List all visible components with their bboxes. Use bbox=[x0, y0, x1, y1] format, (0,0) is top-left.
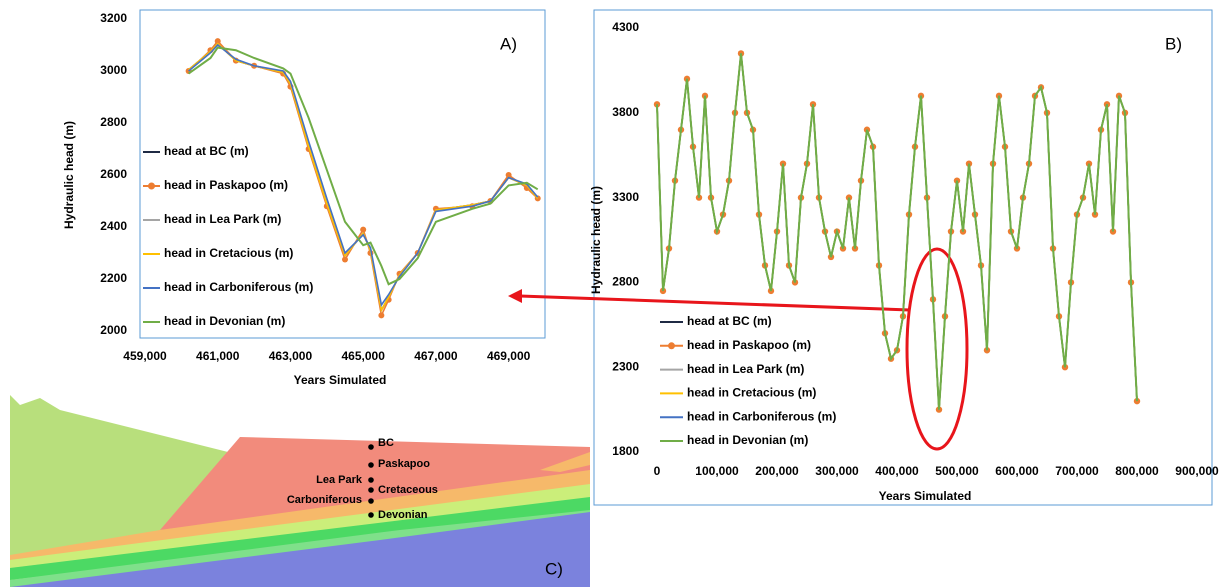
x-axis-title: Years Simulated bbox=[879, 489, 972, 503]
well-dot bbox=[368, 487, 374, 493]
layer-label: Devonian bbox=[378, 509, 428, 521]
layer-label: BC bbox=[378, 437, 394, 449]
legend-label: head at BC (m) bbox=[164, 144, 249, 158]
page: A) Years Simulated Hydraulic head (m) 2000 2… bbox=[0, 0, 1229, 587]
x-tick-label: 700,000 bbox=[1055, 464, 1099, 478]
x-tick-label: 600,000 bbox=[995, 464, 1039, 478]
arrow-head bbox=[508, 289, 522, 303]
series-line bbox=[657, 53, 1137, 409]
highlight-ellipse bbox=[907, 249, 967, 449]
x-axis-title: Years Simulated bbox=[294, 373, 387, 387]
legend-marker bbox=[668, 342, 675, 349]
layer-label: Carboniferous bbox=[287, 494, 362, 506]
x-tick-label: 200,000 bbox=[755, 464, 799, 478]
figure: A) Years Simulated Hydraulic head (m) 2000 2… bbox=[0, 0, 1229, 587]
point-marker bbox=[360, 227, 366, 233]
legend-label: head in Carboniferous (m) bbox=[164, 280, 313, 294]
panel-label: C) bbox=[545, 559, 563, 578]
y-tick-label: 1800 bbox=[612, 444, 639, 458]
x-tick-label: 300,000 bbox=[815, 464, 859, 478]
x-tick-label: 500,000 bbox=[935, 464, 979, 478]
x-tick-label: 463,000 bbox=[269, 349, 313, 363]
legend-label: head in Carboniferous (m) bbox=[687, 409, 836, 423]
y-tick-label: 2300 bbox=[612, 359, 639, 373]
x-tick-label: 100,000 bbox=[695, 464, 739, 478]
x-tick-label: 900,000 bbox=[1175, 464, 1219, 478]
y-axis-title: Hydraulic head (m) bbox=[62, 121, 76, 229]
x-tick-label: 400,000 bbox=[875, 464, 919, 478]
well-dot bbox=[368, 477, 374, 483]
y-tick-label: 4300 bbox=[612, 20, 639, 34]
series-line bbox=[189, 45, 538, 305]
cross-section bbox=[10, 395, 590, 587]
x-tick-label: 461,000 bbox=[196, 349, 240, 363]
x-tick-label: 469,000 bbox=[487, 349, 531, 363]
x-tick-label: 800,000 bbox=[1115, 464, 1159, 478]
legend-label: head in Cretacious (m) bbox=[164, 246, 293, 260]
y-tick-label: 2200 bbox=[100, 271, 127, 285]
point-marker bbox=[342, 257, 348, 263]
x-tick-label: 467,000 bbox=[414, 349, 458, 363]
y-tick-label: 3800 bbox=[612, 105, 639, 119]
y-axis-title: Hydraulic head (m) bbox=[589, 186, 603, 294]
y-tick-label: 3200 bbox=[100, 11, 127, 25]
legend-label: head in Devonian (m) bbox=[164, 314, 285, 328]
legend-label: head in Devonian (m) bbox=[687, 433, 808, 447]
point-marker bbox=[378, 312, 384, 318]
well-dot bbox=[368, 498, 374, 504]
layer-label: Paskapoo bbox=[378, 458, 430, 470]
series-line bbox=[189, 44, 538, 311]
series-line bbox=[189, 44, 538, 311]
legend-marker bbox=[148, 183, 155, 190]
x-tick-label: 459,000 bbox=[123, 349, 167, 363]
y-tick-label: 2800 bbox=[100, 115, 127, 129]
legend-label: head in Paskapoo (m) bbox=[164, 178, 288, 192]
legend-label: head at BC (m) bbox=[687, 314, 772, 328]
layer-label: Cretaceous bbox=[378, 484, 438, 496]
series-line bbox=[189, 44, 538, 311]
legend-label: head in Paskapoo (m) bbox=[687, 338, 811, 352]
y-tick-label: 2400 bbox=[100, 219, 127, 233]
arrow-line bbox=[520, 296, 910, 310]
panel-label: A) bbox=[500, 34, 517, 53]
x-tick-label: 465,000 bbox=[341, 349, 385, 363]
y-tick-label: 2000 bbox=[100, 323, 127, 337]
y-tick-label: 3000 bbox=[100, 63, 127, 77]
legend-label: head in Cretacious (m) bbox=[687, 386, 816, 400]
y-tick-label: 3300 bbox=[612, 190, 639, 204]
layer-label: Lea Park bbox=[316, 474, 363, 486]
well-dot bbox=[368, 512, 374, 518]
well-dot bbox=[368, 444, 374, 450]
legend-label: head in Lea Park (m) bbox=[164, 212, 281, 226]
well-dot bbox=[368, 462, 374, 468]
panel-label: B) bbox=[1165, 34, 1182, 53]
y-tick-label: 2800 bbox=[612, 275, 639, 289]
legend-label: head in Lea Park (m) bbox=[687, 362, 804, 376]
y-tick-label: 2600 bbox=[100, 167, 127, 181]
x-tick-label: 0 bbox=[654, 464, 661, 478]
